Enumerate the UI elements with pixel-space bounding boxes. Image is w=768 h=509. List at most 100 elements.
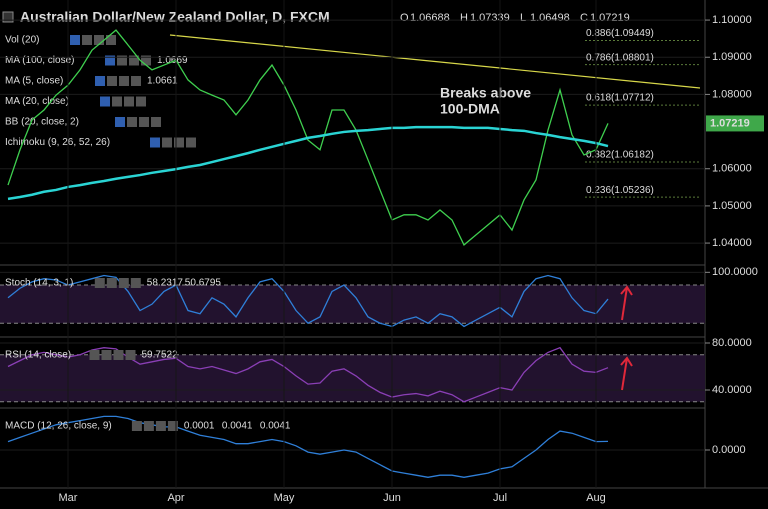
indicator-button[interactable] [115,117,125,127]
pane-readout: 0.0041 [222,421,253,432]
indicator-button[interactable] [141,55,151,66]
pane-button[interactable] [106,278,117,288]
arrow [621,357,628,391]
indicator-button[interactable] [112,96,122,107]
pane-button[interactable] [167,421,178,431]
pane-title: Stoch (14, 3, 1) [5,278,73,289]
pane-button[interactable] [113,350,124,360]
ohlc-readout: 1.07339 [470,12,510,24]
indicator-name: Vol (20) [5,35,39,46]
y-tick-label: 1.05000 [712,200,752,212]
series-line [7,346,609,403]
indicator-button[interactable] [139,117,149,127]
y-tick-label: 80.0000 [712,337,752,349]
indicator-button[interactable] [150,137,160,148]
pane-button[interactable] [125,350,136,360]
pane-button[interactable] [89,350,100,360]
pane-button[interactable] [155,421,166,431]
indicator-button[interactable] [107,76,117,86]
indicator-button[interactable] [162,137,172,148]
pane-button[interactable] [130,278,141,288]
ohlc-readout: C [580,12,588,24]
pane-button[interactable] [131,421,142,431]
indicator-button[interactable] [174,137,184,148]
pane-readout: 0.0001 [184,421,215,432]
indicator-button[interactable] [94,35,104,45]
y-tick-label: 1.09000 [712,51,752,63]
indicator-button[interactable] [117,55,127,66]
indicator-name: MA (5, close) [5,76,63,87]
series-line [7,29,609,246]
indicator-button[interactable] [119,76,129,86]
indicator-button[interactable] [136,96,146,107]
pane-readout: 59.7522 [142,350,179,361]
symbol-title: Australian Dollar/New Zealand Dollar, D,… [20,9,330,25]
indicator-button[interactable] [106,35,116,45]
y-tick-label: 1.10000 [712,14,752,26]
y-tick-label: 40.0000 [712,384,752,396]
arrow-head [620,356,633,367]
ohlc-readout: O [400,12,409,24]
indicator-button[interactable] [82,35,92,45]
indicator-button[interactable] [105,55,115,66]
fib-label: 0.886(1.09449) [586,28,654,39]
series-line [7,415,609,478]
fib-label: 0.618(1.07712) [586,93,654,104]
indicator-button[interactable] [95,76,105,86]
pane-button[interactable] [94,278,105,288]
y-tick-label: 1.06000 [712,163,752,175]
x-tick-label: Jul [493,492,507,504]
y-tick-label: 0.0000 [712,444,746,456]
pane-readout: 50.6795 [185,278,222,289]
ohlc-readout: 1.06688 [410,12,450,24]
indicator-button[interactable] [129,55,139,66]
annotation: 100-DMA [440,101,500,117]
collapse-icon[interactable] [2,11,14,23]
indicator-button[interactable] [186,137,196,148]
pane-title: MACD (12, 26, close, 9) [5,421,112,432]
indicator-button[interactable] [131,76,141,86]
indicator-value: 1.0661 [147,76,178,87]
indicator-button[interactable] [151,117,161,127]
x-tick-label: Aug [586,492,606,504]
indicator-name: BB (20, close, 2) [5,117,79,128]
fib-label: 0.236(1.05236) [586,185,654,196]
ohlc-readout: 1.07219 [590,12,630,24]
pane-button[interactable] [143,421,154,431]
indicator-button[interactable] [127,117,137,127]
indicator-name: MA (100, close) [5,55,74,66]
arrow-head [620,285,633,296]
indicator-button[interactable] [70,35,80,45]
indicator-name: Ichimoku (9, 26, 52, 26) [5,137,110,148]
pane-button[interactable] [101,350,112,360]
y-tick-label: 1.04000 [712,237,752,249]
x-tick-label: Jun [383,492,401,504]
band-fill [0,285,705,324]
indicator-button[interactable] [100,96,110,107]
fib-label: 0.786(1.08801) [586,52,654,63]
y-tick-label: 1.08000 [712,88,752,100]
indicator-value: 1.0669 [157,55,188,66]
pane-readout: 58.2317 [147,278,184,289]
indicator-name: MA (20, close) [5,96,69,107]
fib-label: 0.382(1.06182) [586,150,654,161]
pane-button[interactable] [118,278,129,288]
band-fill [0,354,705,402]
y-tick-label: 100.0000 [712,266,758,278]
trendline [169,34,701,89]
ohlc-readout: H [460,12,468,24]
annotation: Breaks above [440,85,531,101]
last-price-tag [706,115,764,132]
arrow [621,286,628,321]
pane-title: RSI (14, close) [5,350,71,361]
last-price-label: 1.07219 [710,117,750,129]
x-tick-label: Mar [59,492,78,504]
ohlc-readout: L [520,12,526,24]
x-tick-label: Apr [167,492,184,504]
series-line [7,125,609,201]
ohlc-readout: 1.06498 [530,12,570,24]
x-tick-label: May [274,492,295,504]
series-line [7,274,609,328]
indicator-button[interactable] [124,96,134,107]
